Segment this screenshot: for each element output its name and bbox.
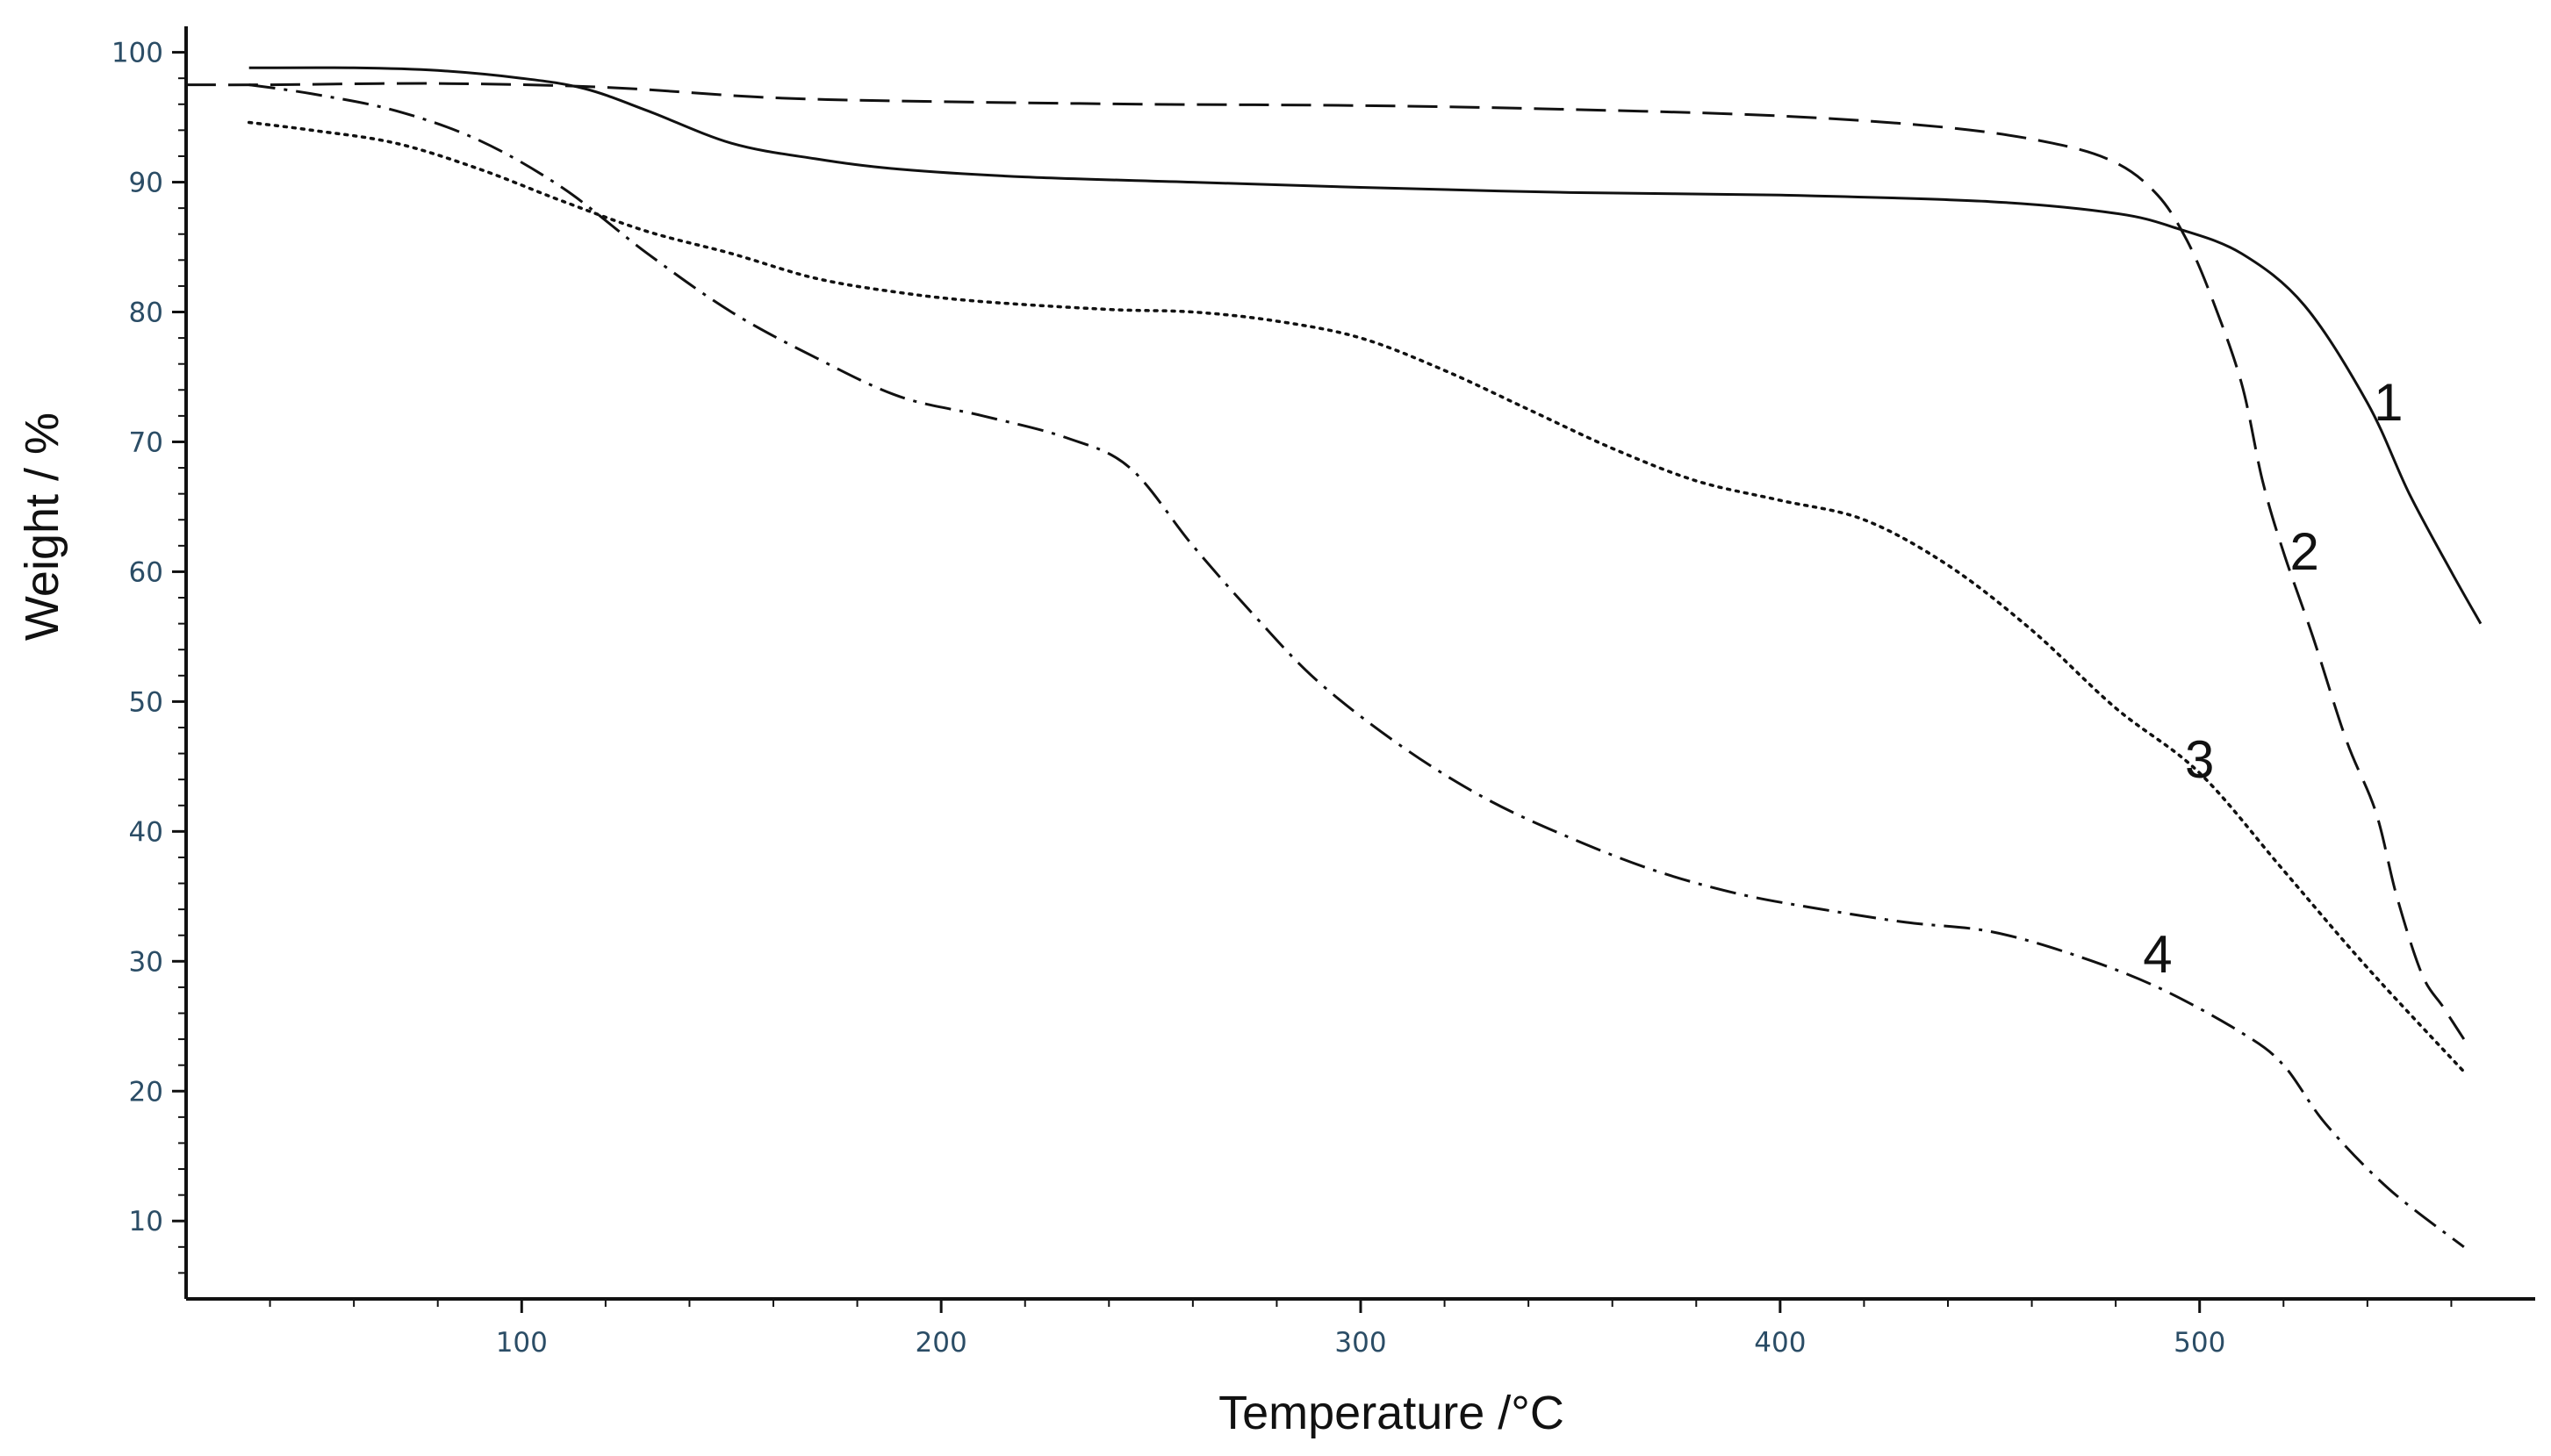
series-label-2: 2: [2289, 522, 2318, 581]
series-label-1: 1: [2374, 373, 2403, 432]
y-tick-label: 100: [111, 38, 163, 69]
series-label-4: 4: [2143, 925, 2172, 984]
series-line-4: [248, 83, 2465, 1248]
x-tick-label: 500: [2174, 1327, 2225, 1359]
y-tick-label: 80: [129, 298, 163, 329]
x-tick-label: 400: [1754, 1327, 1806, 1359]
y-tick-label: 60: [129, 556, 163, 588]
y-tick-label: 70: [129, 427, 163, 458]
ticks-layer: 100 200 300 400 500 10 20 30 40 50 60 70 80 90 100: [111, 38, 2453, 1359]
series-line-2: [185, 82, 2466, 1040]
y-tick-label: 10: [129, 1206, 163, 1237]
x-tick-label: 100: [496, 1327, 548, 1359]
x-tick-label: 200: [916, 1327, 967, 1359]
series-line-3: [247, 120, 2466, 1073]
x-tick-label: 300: [1334, 1327, 1386, 1359]
y-tick-label: 40: [129, 816, 163, 848]
y-tick-label: 30: [129, 946, 163, 978]
labels-layer: 1 2 3 4: [2143, 373, 2403, 984]
y-tick-label: 90: [129, 168, 163, 199]
y-tick-label: 50: [129, 686, 163, 718]
lines-layer: [185, 66, 2483, 1248]
series-line-1: [248, 66, 2483, 625]
x-axis-title: Temperature /°C: [1218, 1387, 1564, 1439]
y-tick-label: 20: [129, 1076, 163, 1108]
y-axis-title: Weight / %: [16, 412, 68, 641]
series-label-3: 3: [2185, 730, 2214, 789]
